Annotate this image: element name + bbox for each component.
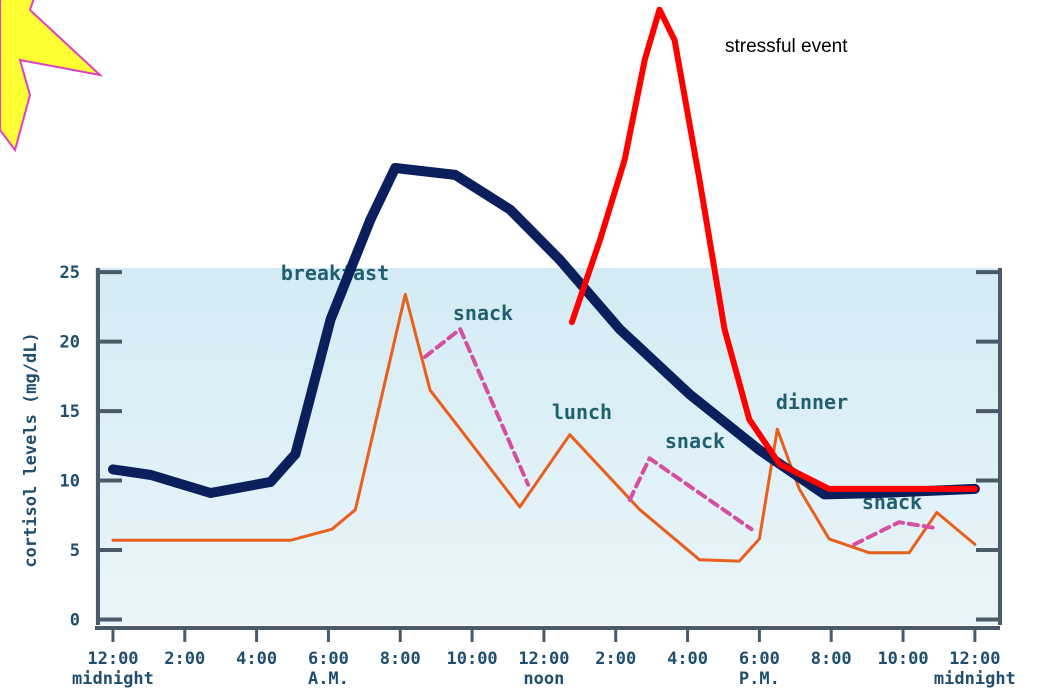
x-tick-label: 4:00 [667,649,708,669]
y-tick-label: 20 [60,333,80,353]
x-sublabel: noon [523,669,564,689]
x-sublabel: P.M. [739,669,780,689]
x-tick-label: 12:00 [949,649,1000,669]
y-tick-label: 25 [60,263,80,283]
x-tick-label: 6:00 [739,649,780,669]
star-shape [0,0,104,153]
annotation: snack [453,301,513,325]
y-tick-label: 0 [70,610,80,630]
x-tick-label: 2:00 [164,649,205,669]
series-line [423,327,936,547]
x-tick-label: 8:00 [811,649,852,669]
x-tick-label: 12:00 [87,649,138,669]
annotation: dinner [776,390,848,414]
series-line [111,292,977,563]
x-tick-label: 10:00 [446,649,497,669]
annotation: stressful event [725,36,848,57]
x-tick-label: 8:00 [380,649,421,669]
y-axis-label: cortisol levels (mg/dL) [21,332,41,567]
annotation: lunch [552,400,612,424]
x-tick-label: 6:00 [308,649,349,669]
x-tick-label: 10:00 [877,649,928,669]
x-sublabel: A.M. [308,669,349,689]
x-tick-label: 12:00 [518,649,569,669]
x-sublabel: midnight [934,669,1016,689]
y-tick-label: 15 [60,402,80,422]
annotation: snack [665,429,725,453]
x-tick-label: 2:00 [595,649,636,669]
plot-area [95,268,1000,625]
series-line [568,6,978,492]
x-sublabel: midnight [72,669,154,689]
y-tick-label: 5 [70,541,80,561]
x-tick-label: 4:00 [236,649,277,669]
annotation: breakfast [281,261,389,285]
y-tick-label: 10 [60,472,80,492]
